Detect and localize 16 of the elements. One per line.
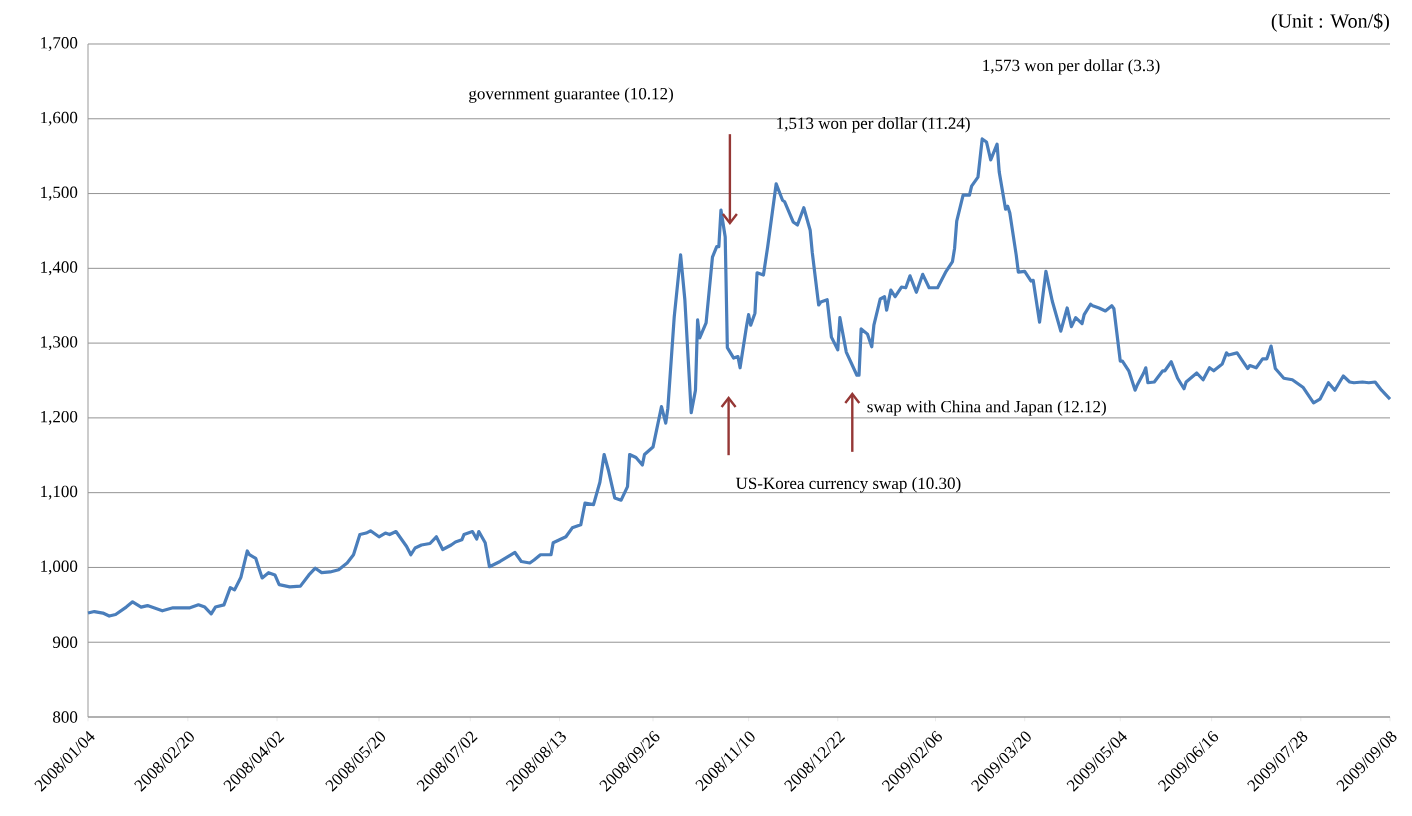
y-tick-label: 1,400 [41, 261, 78, 276]
y-tick-label: 1,200 [41, 410, 78, 425]
text: (Unit : Won/$) [1271, 13, 1389, 32]
y-tick-label: 1,700 [41, 37, 78, 51]
y-tick-label: 1,500 [41, 186, 78, 201]
annotation: government guarantee (10.12) [469, 87, 673, 103]
annotation: 1,513 won per dollar (11.24) [777, 117, 970, 133]
y-tick-label: 900 [52, 636, 78, 648]
y-tick-label: 1,300 [41, 336, 78, 351]
y-tick-label: 1,000 [41, 560, 78, 575]
y-tick-label: 1,100 [41, 485, 78, 500]
annotation: US-Korea currency swap (10.30) [735, 477, 961, 493]
annotation: 1,573 won per dollar (3.3) [983, 59, 1160, 75]
y-tick-label: 1,600 [41, 111, 78, 126]
annotation: swap with China and Japan (12.12) [867, 400, 1106, 416]
y-tick-label: 800 [53, 711, 78, 723]
